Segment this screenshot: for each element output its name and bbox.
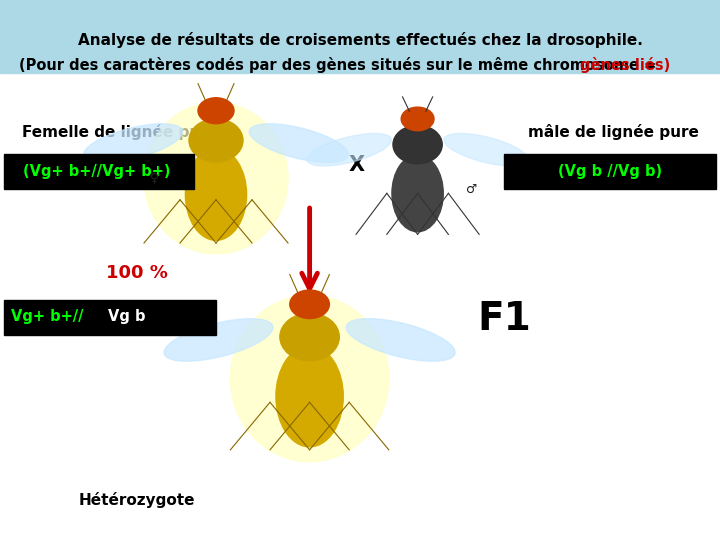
Text: Analyse de résultats de croisements effectués chez la drosophile.: Analyse de résultats de croisements effe… xyxy=(78,32,642,49)
Ellipse shape xyxy=(164,319,273,361)
Bar xyxy=(504,154,716,189)
Ellipse shape xyxy=(289,290,330,319)
Bar xyxy=(4,154,194,189)
Ellipse shape xyxy=(280,313,339,361)
Text: ♂: ♂ xyxy=(466,183,477,195)
Ellipse shape xyxy=(307,133,392,166)
Text: ♀: ♀ xyxy=(150,172,159,185)
Bar xyxy=(4,300,216,335)
Text: Vg b: Vg b xyxy=(108,309,145,325)
Text: Femelle de lignée pure: Femelle de lignée pure xyxy=(22,124,217,140)
Ellipse shape xyxy=(186,148,246,240)
Ellipse shape xyxy=(189,119,243,162)
Ellipse shape xyxy=(401,107,434,131)
Ellipse shape xyxy=(444,133,528,166)
Text: mâle de lignée pure: mâle de lignée pure xyxy=(528,124,698,140)
Text: (Vg b //Vg b): (Vg b //Vg b) xyxy=(559,164,662,179)
Text: (Vg+ b+//Vg+ b+): (Vg+ b+//Vg+ b+) xyxy=(24,164,171,179)
Ellipse shape xyxy=(198,98,234,124)
Text: gènes liés): gènes liés) xyxy=(580,57,670,73)
Text: X: X xyxy=(348,154,364,175)
Ellipse shape xyxy=(144,103,288,254)
Ellipse shape xyxy=(249,124,348,163)
Ellipse shape xyxy=(392,155,444,232)
Text: 100 %: 100 % xyxy=(106,264,168,282)
Ellipse shape xyxy=(84,124,183,163)
Bar xyxy=(0,0,720,73)
Ellipse shape xyxy=(393,125,442,164)
Ellipse shape xyxy=(230,295,389,462)
Text: F1: F1 xyxy=(477,300,531,338)
Text: Vg+ b+//: Vg+ b+// xyxy=(11,309,84,325)
Text: Hétérozygote: Hétérozygote xyxy=(78,491,195,508)
Text: (Pour des caractères codés par des gènes situés sur le même chromosome =: (Pour des caractères codés par des gènes… xyxy=(19,57,662,73)
Ellipse shape xyxy=(276,346,343,447)
Ellipse shape xyxy=(346,319,455,361)
